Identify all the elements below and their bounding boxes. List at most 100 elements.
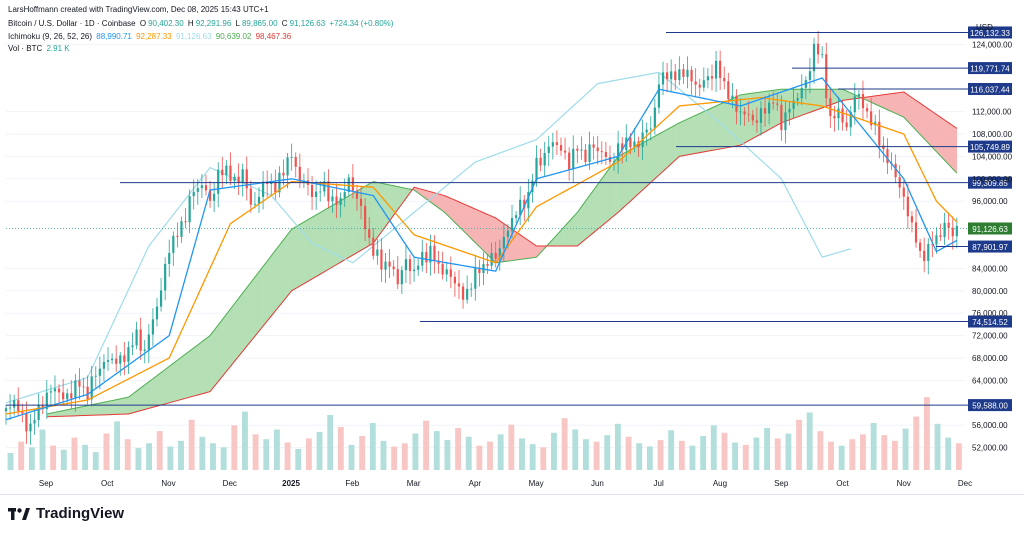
candle-body <box>608 156 612 162</box>
candle-body <box>755 120 758 123</box>
cloud-bear-segment <box>899 91 902 117</box>
candle-body <box>180 221 183 237</box>
cloud-bull-segment <box>87 404 90 416</box>
cloud-bear-segment <box>464 204 468 236</box>
ichimoku-legend[interactable]: Ichimoku (9, 26, 52, 26) 88,990.71 92,28… <box>8 32 293 42</box>
open-value: 90,402.30 <box>148 19 184 28</box>
candle-body <box>588 144 591 162</box>
candle-body <box>355 190 359 199</box>
tradingview-logo[interactable]: TradingView <box>8 505 124 522</box>
price-chart[interactable]: 126,132.33 119,771.74 116,037.44 105,749.89… <box>0 0 1024 494</box>
candle-body <box>470 288 473 290</box>
ichimoku-span-a-value: 90,639.02 <box>215 32 252 41</box>
candle-body <box>261 181 265 197</box>
candle-body <box>331 196 334 202</box>
candle-body <box>788 108 791 113</box>
cloud-bull-segment <box>322 209 325 274</box>
cloud-bull-segment <box>134 390 137 413</box>
candle-body <box>155 306 159 320</box>
candle-body <box>425 251 428 263</box>
cloud-bear-segment <box>932 111 935 151</box>
cloud-bull-segment <box>252 276 256 340</box>
cloud-bull-segment <box>179 356 182 401</box>
volume-bar <box>689 445 696 470</box>
cloud-bull-segment <box>670 125 674 165</box>
candle-body <box>115 358 118 364</box>
volume-bar <box>955 443 962 470</box>
candle-body <box>408 259 412 272</box>
cloud-bull-segment <box>62 409 66 417</box>
cloud-bull-segment <box>295 225 299 289</box>
candle-body <box>298 166 301 183</box>
cloud-bull-segment <box>187 350 190 399</box>
candle-body <box>670 71 673 80</box>
volume-bar <box>593 441 600 470</box>
cloud-bull-segment <box>217 321 221 383</box>
cloud-bear-segment <box>905 92 909 123</box>
candle-body <box>865 108 869 112</box>
volume-bar <box>913 416 920 470</box>
volume-bar <box>753 437 760 470</box>
cloud-bull-segment <box>171 362 174 403</box>
volume-legend[interactable]: Vol · BTC 2.91 K <box>8 44 72 54</box>
volume-bar <box>774 438 781 470</box>
cloud-bull-segment <box>181 355 184 400</box>
cloud-bull-segment <box>601 175 605 227</box>
candle-body <box>714 60 718 79</box>
cloud-bull-segment <box>164 367 168 405</box>
candle-body <box>57 388 61 393</box>
cloud-bull-segment <box>346 195 350 260</box>
cloud-bull-segment <box>136 388 139 413</box>
cloud-bull-segment <box>570 216 574 247</box>
cloud-bull-segment <box>395 185 399 214</box>
candle-body <box>661 72 665 85</box>
x-tick-label: Jul <box>654 479 664 488</box>
x-axis[interactable]: Sep Oct Nov Dec 2025 Feb Mar Apr May Jun Jul Aug Sep… <box>39 479 972 488</box>
candle-body <box>902 187 905 197</box>
price-level-label-bg <box>968 315 1012 328</box>
volume-bar <box>423 420 430 470</box>
candle-body <box>878 121 881 146</box>
cloud-bear-segment <box>519 234 523 260</box>
cloud-bull-segment <box>599 178 603 229</box>
candle-body <box>417 265 420 270</box>
volume-bar <box>369 423 376 470</box>
cloud-bear-segment <box>466 205 470 238</box>
cloud-bull-segment <box>385 183 388 228</box>
cloud-bear-segment <box>917 101 921 136</box>
candle-body <box>629 137 632 148</box>
cloud-bear-segment <box>942 118 945 161</box>
cloud-bear-segment <box>483 212 486 254</box>
volume-bar <box>902 428 909 470</box>
cloud-bull-segment <box>124 397 127 415</box>
cloud-bull-segment <box>260 265 264 330</box>
cloud-bull-segment <box>234 300 237 363</box>
cloud-bull-segment <box>652 135 656 182</box>
candle-body <box>702 80 705 88</box>
cloud-bull-segment <box>654 134 658 180</box>
cloud-bull-segment <box>273 249 276 315</box>
volume-bar <box>71 437 78 470</box>
cloud-bull-segment <box>307 218 311 282</box>
cloud-bull-segment <box>713 105 717 151</box>
y-tick-label: 104,000.00 <box>972 152 1013 161</box>
y-axis[interactable]: USD 52,000.00 56,000.00 64,000.00 68,000.00 7… <box>972 23 1013 453</box>
cloud-bull-segment <box>332 203 335 268</box>
cloud-bull-segment <box>309 216 313 281</box>
cloud-bear-segment <box>438 193 441 210</box>
cloud-bull-segment <box>111 399 115 415</box>
candle-body <box>217 169 220 194</box>
x-tick-label: Mar <box>407 479 421 488</box>
candle-body <box>555 142 559 145</box>
cloud-bull-segment <box>697 113 700 154</box>
candle-body <box>335 196 338 205</box>
cloud-bear-segment <box>883 94 886 110</box>
candle-body <box>486 263 489 266</box>
cloud-bull-segment <box>668 126 672 167</box>
volume-bar <box>551 432 557 470</box>
candle-body <box>457 283 461 287</box>
candle-body <box>886 149 889 164</box>
volume-bar <box>465 436 472 470</box>
candle-body <box>919 242 922 251</box>
